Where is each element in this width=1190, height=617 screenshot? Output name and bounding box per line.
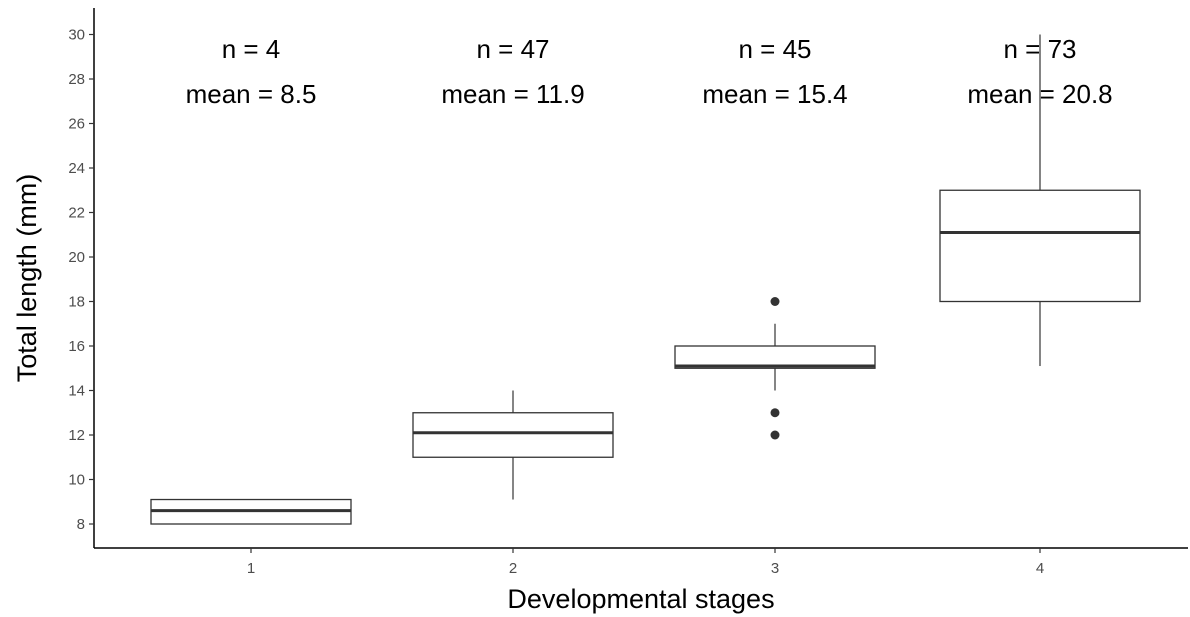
box-2 [412, 390, 614, 500]
mean-label: mean = 8.5 [186, 79, 317, 109]
annotations: n = 4 mean = 8.5 n = 47 mean = 11.9 n = 45 me… [186, 34, 1113, 109]
n-label: n = 4 [222, 34, 281, 64]
y-tick-label: 12 [68, 427, 85, 444]
y-tick-label: 20 [68, 249, 85, 266]
x-axis-title: Developmental stages [507, 584, 774, 614]
box-4 [939, 34, 1141, 367]
y-tick-label: 16 [68, 338, 85, 355]
y-tick-label: 30 [68, 27, 85, 44]
box-3 [674, 297, 876, 440]
box-body [939, 189, 1141, 303]
x-tick-label: 4 [1036, 560, 1044, 577]
box-1 [150, 498, 352, 525]
x-tick-label: 1 [247, 560, 255, 577]
boxes [150, 34, 1141, 525]
outlier-point [770, 297, 780, 306]
n-label: n = 73 [1003, 34, 1076, 64]
box-body [674, 345, 876, 369]
y-tick-label: 24 [68, 160, 85, 177]
outlier-point [770, 408, 780, 418]
y-tick-label: 14 [68, 383, 85, 400]
y-tick-label: 28 [68, 71, 85, 88]
y-tick-label: 22 [68, 205, 85, 222]
x-tick-label: 2 [509, 560, 517, 577]
mean-label: mean = 15.4 [702, 79, 847, 109]
y-tick-label: 10 [68, 472, 85, 489]
y-axis-title: Total length (mm) [12, 174, 42, 383]
n-label: n = 45 [738, 34, 811, 64]
n-label: n = 47 [476, 34, 549, 64]
x-tick-label: 3 [771, 560, 779, 577]
outlier-point [770, 430, 780, 440]
mean-label: mean = 20.8 [967, 79, 1112, 109]
y-tick-label: 26 [68, 116, 85, 133]
y-tick-label: 8 [77, 516, 85, 533]
mean-label: mean = 11.9 [441, 79, 584, 109]
y-tick-label: 18 [68, 294, 85, 311]
box-body [412, 412, 614, 458]
